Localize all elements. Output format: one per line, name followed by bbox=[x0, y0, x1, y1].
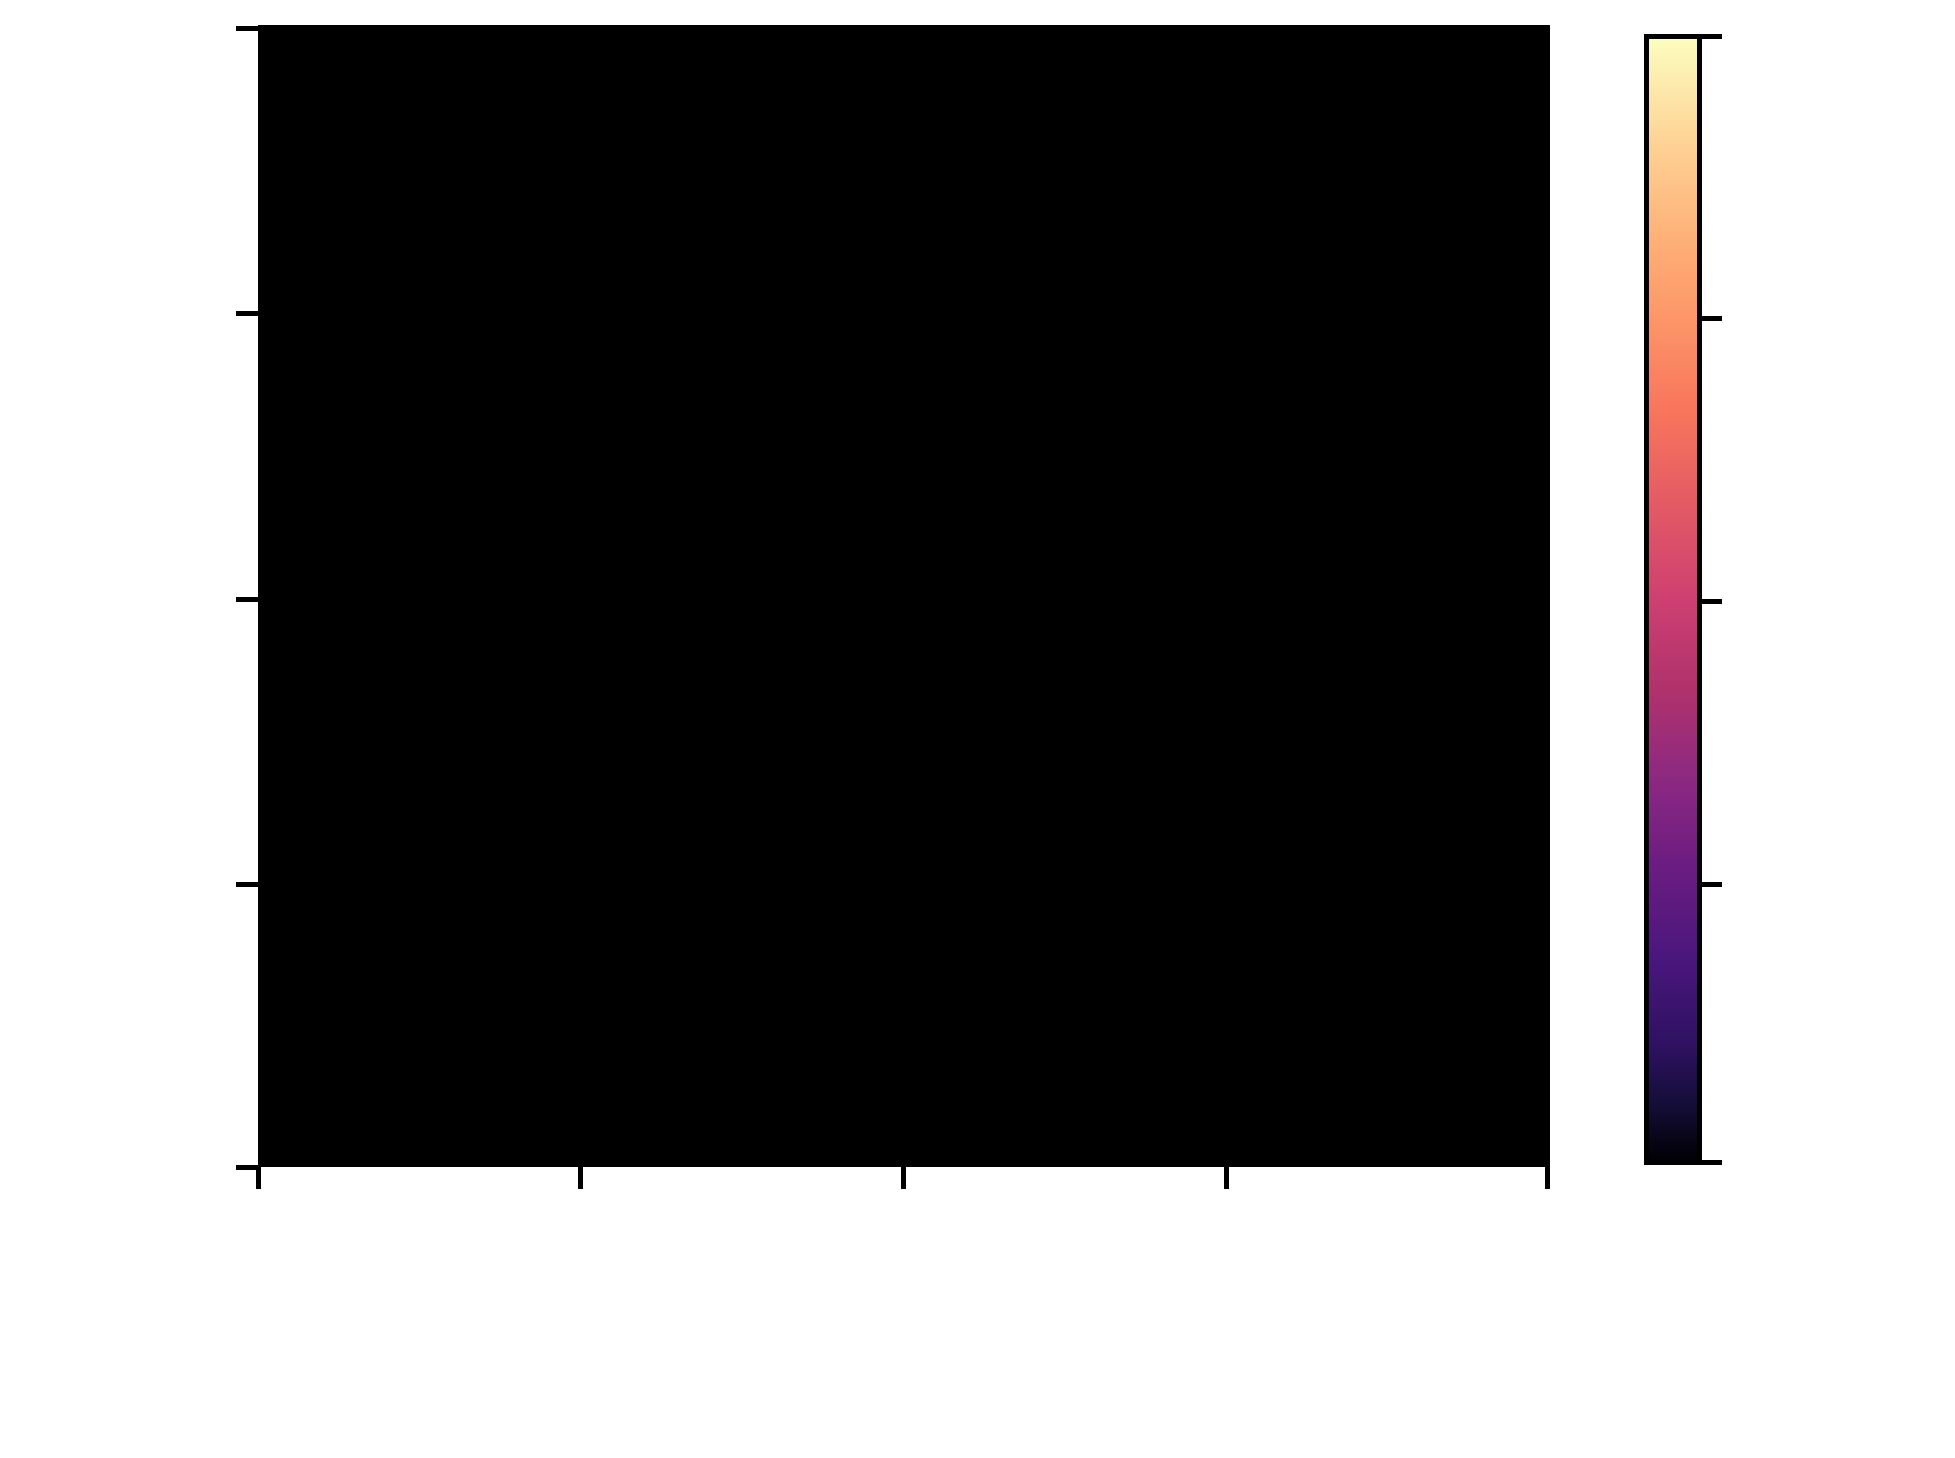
xtick-mark-0 bbox=[256, 1167, 261, 1189]
colorbar-tick-mark-m40 bbox=[1700, 599, 1722, 604]
ytick-mark-8 bbox=[236, 26, 258, 31]
ytick-mark-2 bbox=[236, 882, 258, 887]
ytick-mark-4 bbox=[236, 597, 258, 602]
xtick-mark-4 bbox=[1545, 1167, 1550, 1189]
ytick-mark-0 bbox=[236, 1165, 258, 1170]
xtick-mark-2 bbox=[901, 1167, 906, 1189]
spectrogram-plot-area bbox=[258, 25, 1550, 1167]
colorbar-tick-mark-0 bbox=[1700, 34, 1722, 39]
colorbar bbox=[1644, 34, 1702, 1165]
colorbar-tick-mark-m20 bbox=[1700, 316, 1722, 321]
xtick-mark-3 bbox=[1224, 1167, 1229, 1189]
xtick-mark-1 bbox=[578, 1167, 583, 1189]
ytick-mark-6 bbox=[236, 311, 258, 316]
spectrogram-image bbox=[258, 25, 1550, 1167]
colorbar-tick-mark-m80 bbox=[1700, 1160, 1722, 1165]
colorbar-tick-mark-m60 bbox=[1700, 882, 1722, 887]
